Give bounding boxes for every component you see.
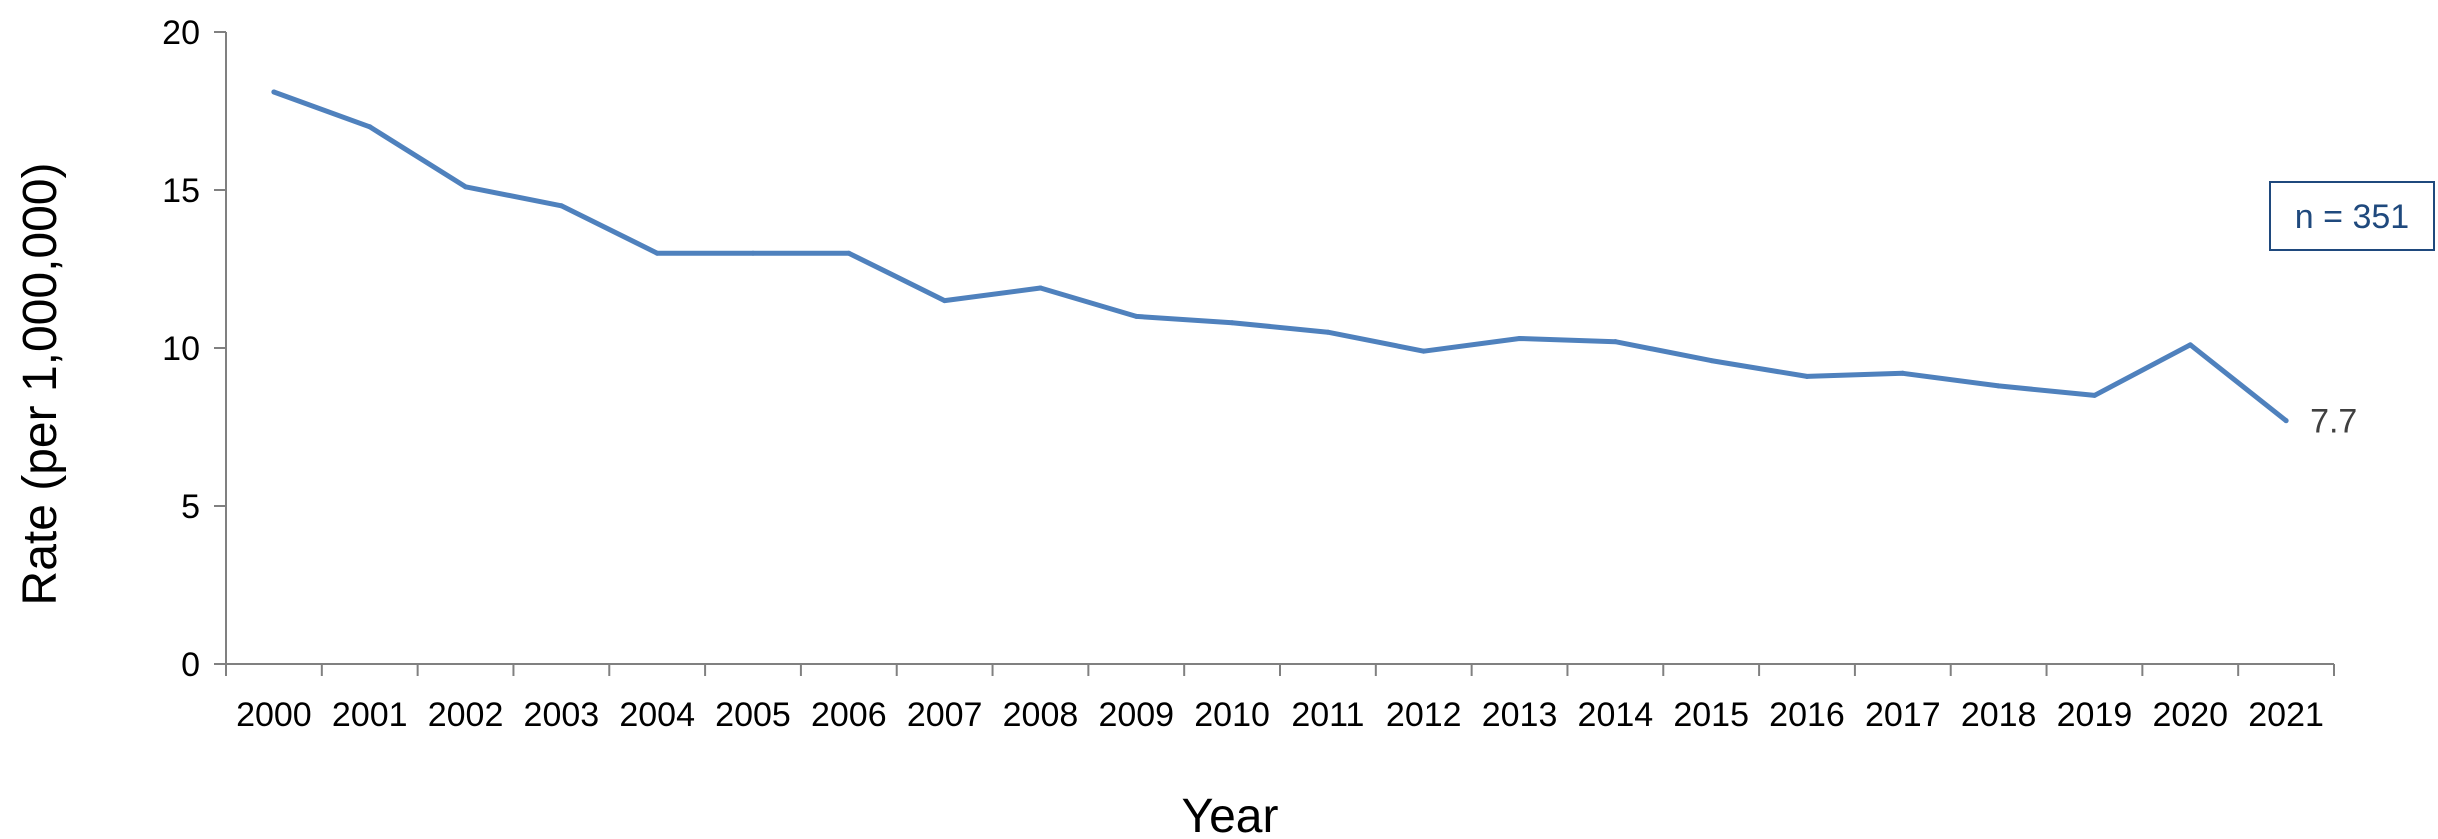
x-tick-label: 2012 [1386, 696, 1462, 734]
y-axis-title: Rate (per 1,000,000) [14, 163, 67, 606]
series-point [2091, 392, 2097, 398]
series-point [558, 203, 564, 209]
series-point [1517, 336, 1523, 342]
series-point [1229, 320, 1235, 326]
series-line [271, 89, 2289, 424]
x-axis-title: Year [1182, 790, 1279, 839]
series-point [271, 89, 277, 95]
x-tick-label: 2013 [1482, 696, 1558, 734]
series-point [654, 250, 660, 256]
x-tick-label: 2011 [1291, 696, 1364, 734]
x-tick-label: 2008 [1003, 696, 1079, 734]
x-tick-label: 2006 [811, 696, 887, 734]
x-tick-label: 2005 [715, 696, 791, 734]
series-point [1900, 370, 1906, 376]
y-tick-label: 0 [181, 646, 200, 684]
y-axis-ticks: 0 5 10 15 20 [162, 14, 226, 684]
series-point [1708, 358, 1714, 364]
x-tick-label: 2004 [619, 696, 695, 734]
series-point [2283, 418, 2289, 424]
x-tick-label: 2002 [428, 696, 504, 734]
sample-size-box [2269, 181, 2435, 251]
series-point [2187, 342, 2193, 348]
y-tick-label: 10 [162, 330, 200, 368]
series-point [1612, 339, 1618, 345]
x-tick-label: 2014 [1578, 696, 1654, 734]
x-tick-label: 2018 [1961, 696, 2037, 734]
x-tick-label: 2009 [1098, 696, 1174, 734]
y-tick-label: 20 [162, 14, 200, 52]
series-point [367, 124, 373, 130]
y-tick-label: 5 [181, 488, 200, 526]
x-tick-label: 2000 [236, 696, 312, 734]
series-point [846, 250, 852, 256]
series-point [942, 298, 948, 304]
series-point [1325, 329, 1331, 335]
x-tick-label: 2010 [1194, 696, 1270, 734]
x-tick-label: 2020 [2152, 696, 2228, 734]
x-axis-ticks: 2000 2001 2002 2003 2004 2005 2006 2007 2008 2009… [225, 664, 2335, 734]
series-point [750, 250, 756, 256]
y-tick-label: 15 [162, 172, 200, 210]
sample-size-annotation: n = 351 [2295, 198, 2409, 236]
series-point [463, 184, 469, 190]
x-tick-label: 2007 [907, 696, 983, 734]
series-point [1421, 348, 1427, 354]
end-data-label: 7.7 [2310, 403, 2357, 441]
x-tick-label: 2016 [1769, 696, 1845, 734]
series-point [1804, 373, 1810, 379]
x-tick-label: 2019 [2057, 696, 2133, 734]
x-tick-label: 2015 [1673, 696, 1749, 734]
x-tick-label: 2017 [1865, 696, 1941, 734]
x-tick-label: 2001 [332, 696, 408, 734]
x-tick-label: 2003 [524, 696, 600, 734]
series-point [1037, 285, 1043, 291]
series-point [1996, 383, 2002, 389]
series-point [1133, 313, 1139, 319]
x-tick-label: 2021 [2248, 696, 2324, 734]
